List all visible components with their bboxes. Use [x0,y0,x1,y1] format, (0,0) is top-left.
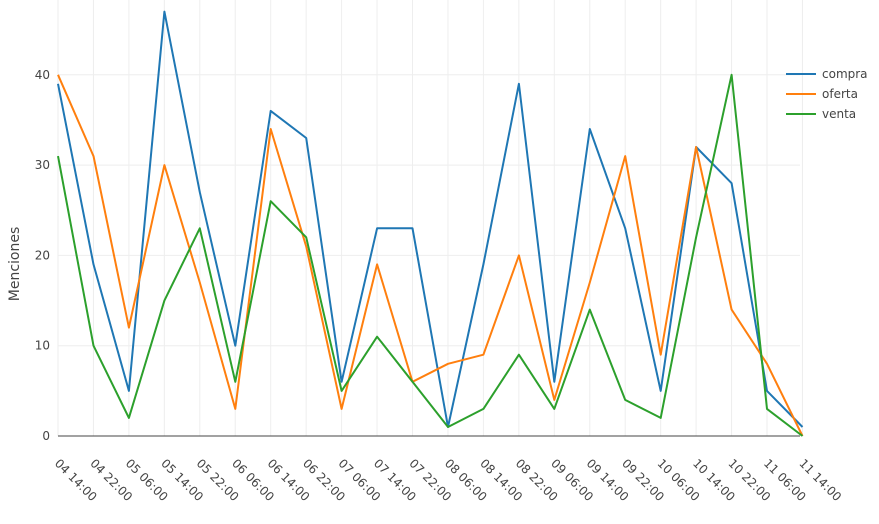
legend[interactable]: compra oferta venta [786,67,868,121]
gridlines [57,0,803,436]
series-lines [57,10,804,437]
series-line-venta [57,73,804,437]
legend-label: venta [822,107,856,121]
series-line-oferta [57,74,804,437]
legend-item-compra[interactable]: compra [786,67,868,81]
legend-label: oferta [822,87,858,101]
y-tick-label: 10 [35,339,50,353]
y-tick-label: 0 [42,429,50,443]
y-axis-title: Menciones [7,227,23,302]
series-line-compra [57,10,804,428]
y-tick-label: 40 [35,68,50,82]
y-axis-ticks: 0 10 20 30 40 [35,68,50,443]
legend-item-venta[interactable]: venta [786,107,856,121]
legend-item-oferta[interactable]: oferta [786,87,858,101]
y-tick-label: 30 [35,158,50,172]
legend-label: compra [822,67,868,81]
y-tick-label: 20 [35,248,50,262]
